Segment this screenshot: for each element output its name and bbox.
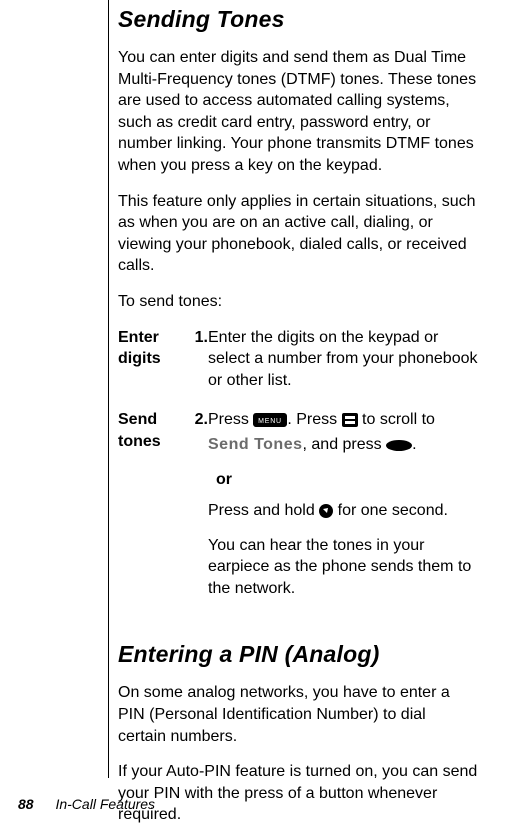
paragraph: On some analog networks, you have to ent… [118,682,478,747]
heading-entering-pin: Entering a PIN (Analog) [118,641,478,668]
page: Sending Tones You can enter digits and s… [0,0,520,832]
ui-label-send-tones: Send Tones [208,436,303,453]
send-key-icon [319,503,333,525]
text-fragment: . [412,436,416,453]
text-fragment: for one second. [333,502,448,519]
step-label-line: digits [118,350,161,367]
page-number: 88 [18,796,34,812]
step-label: Enter digits [118,327,186,410]
step-label-line: tones [118,433,161,450]
heading-sending-tones: Sending Tones [118,6,478,33]
vertical-rule [108,0,109,778]
step-body: Press MENU . Press to scroll to Send Tone… [208,409,478,617]
step-label-line: Enter [118,329,159,346]
scroll-key-icon [342,412,358,434]
text-fragment: Press and hold [208,502,319,519]
paragraph: You can enter digits and send them as Du… [118,47,478,177]
step-number: 2. [186,409,208,617]
step-text: Press and hold for one second. [208,500,478,525]
table-row: Enter digits 1. Enter the digits on the … [118,327,478,410]
step-text: Enter the digits on the keypad or select… [208,327,478,392]
step-label: Send tones [118,409,186,617]
table-row: Send tones 2. Press MENU . Press to scrol… [118,409,478,617]
paragraph: To send tones: [118,291,478,313]
text-fragment: Press [208,411,253,428]
step-or: or [208,469,478,491]
text-fragment: , and press [303,436,387,453]
chapter-title: In-Call Features [55,796,155,812]
paragraph: This feature only applies in certain sit… [118,191,478,277]
text-fragment: . Press [287,411,341,428]
step-body: Enter the digits on the keypad or select… [208,327,478,410]
menu-key-icon: MENU [253,412,287,434]
page-footer: 88 In-Call Features [18,796,155,812]
step-label-line: Send [118,411,157,428]
paragraph: If your Auto-PIN feature is turned on, y… [118,761,478,826]
step-text: You can hear the tones in your earpiece … [208,535,478,600]
steps-table: Enter digits 1. Enter the digits on the … [118,327,478,618]
select-key-icon [386,437,412,459]
step-text: Press MENU . Press to scroll to Send Tone… [208,409,478,458]
svg-text:MENU: MENU [258,418,282,425]
text-fragment: to scroll to [358,411,435,428]
or-label: or [216,471,232,488]
content-column: Sending Tones You can enter digits and s… [118,6,478,840]
step-number: 1. [186,327,208,410]
